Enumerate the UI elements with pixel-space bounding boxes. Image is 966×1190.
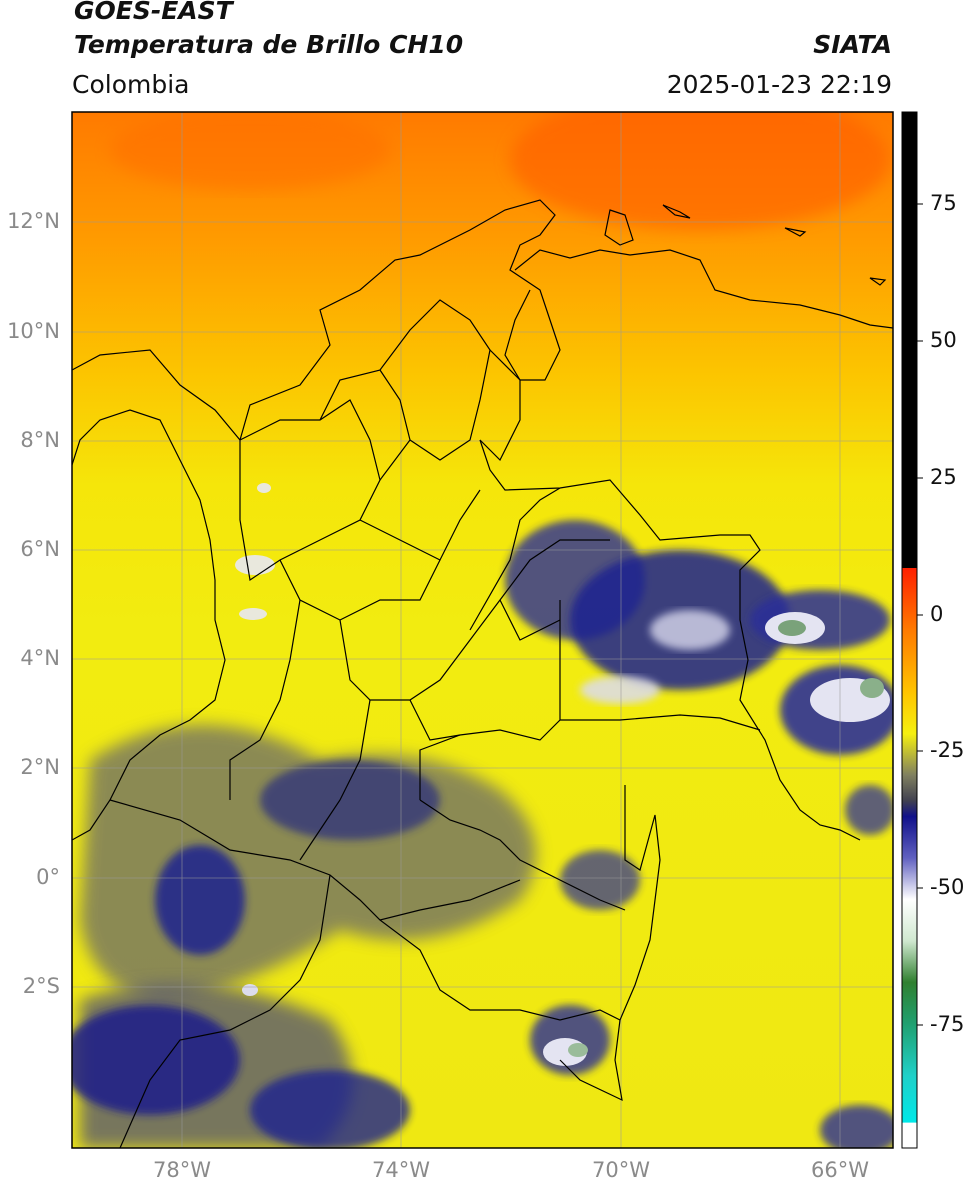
lat-label-10n: 10°N [7, 319, 60, 343]
lat-label-4n: 4°N [20, 646, 60, 670]
region-label: Colombia [72, 70, 190, 99]
colorbar-tick-25: 25 [930, 465, 957, 489]
timestamp-label: 2025-01-23 22:19 [666, 70, 892, 99]
colorbar-tick-neg25: -25 [930, 738, 965, 762]
graticule [72, 112, 893, 1148]
lat-label-2s: 2°S [22, 974, 60, 998]
lat-label-8n: 8°N [20, 428, 60, 452]
lat-label-12n: 12°N [7, 209, 60, 233]
colorbar-tick-50: 50 [930, 328, 957, 352]
lon-label-74w: 74°W [372, 1158, 430, 1182]
colorbar-tick-neg75: -75 [930, 1012, 965, 1036]
colorbar [901, 111, 923, 1149]
lon-label-66w: 66°W [811, 1158, 869, 1182]
product-title: Temperatura de Brillo CH10 [74, 30, 464, 59]
lat-label-0: 0° [36, 865, 60, 889]
colorbar-tick-neg50: -50 [930, 875, 965, 899]
colorbar-tick-75: 75 [930, 191, 957, 215]
lon-label-70w: 70°W [592, 1158, 650, 1182]
satellite-title: GOES-EAST [74, 0, 233, 25]
map-frame [71, 111, 894, 1149]
lat-label-2n: 2°N [20, 755, 60, 779]
satellite-imagery [72, 112, 893, 1148]
agency-label: SIATA [813, 30, 892, 59]
colorbar-tick-0: 0 [930, 602, 944, 626]
lon-label-78w: 78°W [153, 1158, 211, 1182]
lat-label-6n: 6°N [20, 537, 60, 561]
political-boundaries [72, 199, 893, 1148]
